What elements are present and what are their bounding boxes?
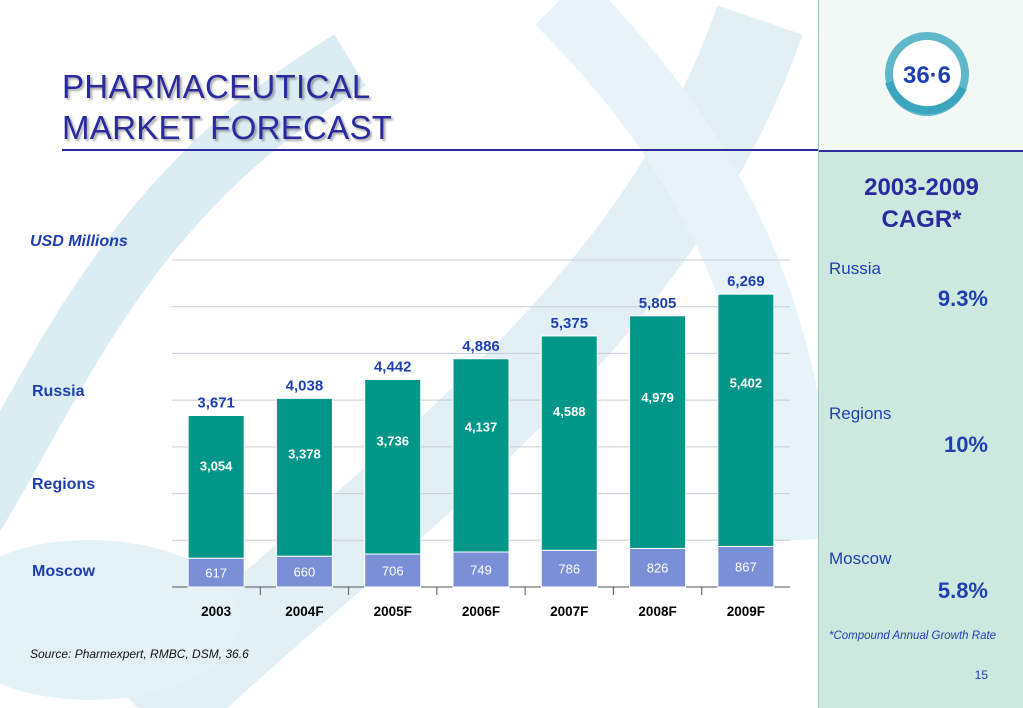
logo-text: 36·6	[903, 62, 951, 89]
data-label-moscow: 826	[647, 561, 669, 576]
data-label-total: 5,805	[639, 295, 677, 312]
data-label-regions: 3,378	[288, 447, 321, 462]
x-tick-label: 2004F	[285, 604, 323, 619]
source-note: Source: Pharmexpert, RMBC, DSM, 36.6	[30, 647, 249, 661]
bar-regions	[364, 378, 422, 555]
cagr-name-russia: Russia	[829, 259, 881, 278]
bar-moscow	[364, 553, 422, 588]
cagr-value-russia: 9.3%	[937, 286, 988, 311]
data-label-regions: 5,402	[730, 375, 763, 390]
brand-logo-icon: 36·6	[885, 32, 969, 116]
data-label-total: 4,886	[462, 338, 500, 355]
title-line-1: PHARMACEUTICAL	[62, 68, 371, 105]
data-label-total: 4,038	[286, 377, 324, 394]
units-label: USD Millions	[30, 233, 128, 250]
bar-regions	[717, 293, 775, 547]
x-tick-label: 2005F	[374, 604, 412, 619]
data-label-total: 4,442	[374, 358, 412, 375]
title-divider	[62, 149, 818, 151]
cagr-title: 2003-2009 CAGR*	[819, 172, 1023, 236]
bar-regions	[540, 335, 598, 551]
slide-title: PHARMACEUTICAL MARKET FORECAST	[62, 66, 392, 148]
x-tick-label: 2008F	[638, 604, 676, 619]
bar-moscow	[540, 549, 598, 588]
data-label-total: 5,375	[551, 315, 589, 332]
data-label-moscow: 617	[205, 566, 227, 581]
cagr-name-regions: Regions	[829, 404, 892, 423]
cagr-value-moscow: 5.8%	[937, 578, 988, 603]
logo-area: 36·6	[819, 0, 1023, 152]
data-label-moscow: 706	[382, 564, 404, 579]
bar-moscow	[717, 545, 775, 588]
bar-moscow	[629, 547, 687, 588]
cagr-title-line-1: 2003-2009	[864, 174, 979, 201]
bar-moscow	[275, 555, 333, 588]
cagr-title-line-2: CAGR*	[881, 206, 962, 233]
cagr-name-moscow: Moscow	[829, 549, 892, 568]
label-moscow: Moscow	[32, 563, 96, 580]
label-russia: Russia	[32, 383, 85, 400]
data-label-regions: 4,137	[465, 419, 498, 434]
data-label-total: 3,671	[197, 395, 235, 412]
data-label-moscow: 867	[735, 560, 757, 575]
data-label-moscow: 786	[558, 562, 580, 577]
data-label-regions: 3,736	[376, 434, 409, 449]
data-label-total: 6,269	[727, 273, 765, 290]
x-tick-label: 2007F	[550, 604, 588, 619]
data-label-moscow: 749	[470, 563, 492, 578]
bar-moscow	[187, 557, 245, 588]
cagr-panel: 36·6 2003-2009 CAGR* Russia 9.3% Regions…	[818, 0, 1023, 708]
label-regions: Regions	[32, 476, 96, 493]
cagr-footnote: *Compound Annual Growth Rate	[829, 630, 997, 642]
x-tick-label: 2009F	[727, 604, 765, 619]
bar-regions	[187, 415, 245, 559]
page-number: 15	[974, 668, 988, 682]
title-line-2: MARKET FORECAST	[62, 109, 393, 146]
data-label-moscow: 660	[294, 565, 316, 580]
bar-regions	[275, 397, 333, 557]
x-tick-label: 2006F	[462, 604, 500, 619]
bar-regions	[452, 358, 510, 553]
x-tick-label: 2003	[201, 604, 232, 619]
data-label-regions: 3,054	[200, 458, 233, 473]
data-label-regions: 4,979	[641, 390, 674, 405]
data-label-regions: 4,588	[553, 404, 586, 419]
cagr-value-regions: 10%	[943, 432, 988, 457]
stacked-bar-chart: 617 3,054 3,671 2003 660 3,378 4,038 2004F 706 3,…	[172, 259, 790, 619]
bar-regions	[629, 315, 687, 549]
